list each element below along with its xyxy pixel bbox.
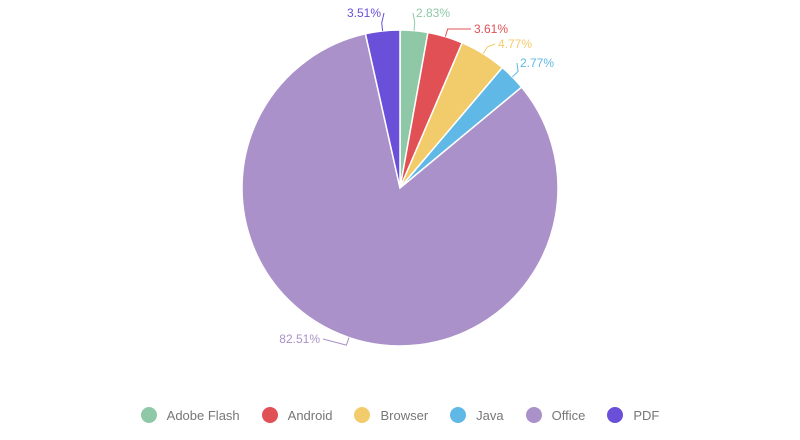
legend-swatch-browser [354,407,371,423]
slice-label-pdf: 3.51% [347,6,381,20]
leader-line-browser [482,43,496,54]
slice-label-office: 82.51% [279,332,320,346]
legend-item-android[interactable]: Android [261,407,333,423]
legend-swatch-adobe-flash [140,407,157,423]
slice-label-android: 3.61% [474,22,508,36]
legend-swatch-android [261,407,278,423]
legend-label-pdf: PDF [633,407,660,423]
leader-line-office [322,337,350,346]
slice-label-java: 2.77% [520,56,554,70]
legend-item-browser[interactable]: Browser [354,407,428,423]
legend-item-adobe-flash[interactable]: Adobe Flash [140,407,240,423]
legend-label-adobe-flash: Adobe Flash [166,407,240,423]
legend-item-office[interactable]: Office [525,407,586,423]
pie-chart: 2.83% 3.61%4.77% 2.77% 82.51% 3.51% [241,6,559,347]
legend-label-java: Java [476,407,504,423]
slice-label-adobe-flash: 2.83% [416,6,450,20]
leader-line-adobe-flash [412,12,416,31]
pie-slice-office[interactable] [241,32,559,347]
chart-legend: Adobe Flash Android Browser Java Office PDF [0,407,800,423]
legend-swatch-pdf [607,407,624,423]
legend-label-office: Office [551,407,586,423]
legend-swatch-java [450,407,467,423]
legend-label-android: Android [287,407,333,423]
legend-swatch-office [525,407,542,423]
leader-line-pdf [381,12,385,32]
slice-label-browser: 4.77% [498,37,532,51]
leader-line-java [512,62,519,78]
legend-item-java[interactable]: Java [450,407,504,423]
legend-item-pdf[interactable]: PDF [607,407,659,423]
legend-label-browser: Browser [380,407,429,423]
leader-line-android [444,28,472,37]
